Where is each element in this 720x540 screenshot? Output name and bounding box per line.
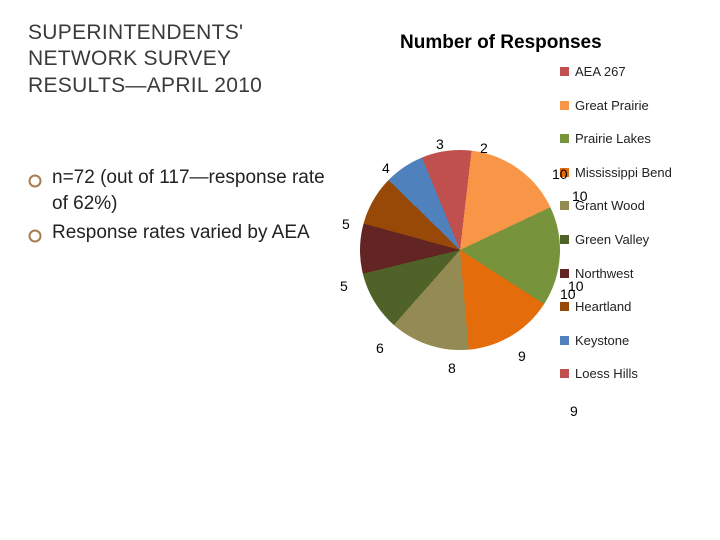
pie-body <box>360 150 560 350</box>
slide: SUPERINTENDENTS' NETWORK SURVEY RESULTS—… <box>0 0 720 540</box>
pie-slice-label: 10 <box>572 188 588 204</box>
legend-item: Prairie Lakes <box>560 131 710 147</box>
bullet-text: n=72 (out of 117—response rate of 62%) <box>52 165 328 216</box>
pie-slice-label: 2 <box>480 140 488 156</box>
floating-number: 10 <box>560 286 576 302</box>
bullet-marker-icon <box>28 225 42 251</box>
legend-item: Keystone <box>560 333 710 349</box>
legend-swatch <box>560 101 569 110</box>
pie-slice-label: 8 <box>448 360 456 376</box>
legend-swatch <box>560 67 569 76</box>
legend-label: Prairie Lakes <box>575 131 651 147</box>
floating-number: 9 <box>570 403 578 419</box>
legend-item: Mississippi Bend <box>560 165 710 181</box>
legend-label: Green Valley <box>575 232 649 248</box>
legend-label: Loess Hills <box>575 366 638 382</box>
legend-label: Heartland <box>575 299 631 315</box>
legend-label: Keystone <box>575 333 629 349</box>
pie-slice-label: 5 <box>340 278 348 294</box>
pie-chart: 210109865543 <box>340 130 580 370</box>
pie-slice-label: 5 <box>342 216 350 232</box>
legend-item: Green Valley <box>560 232 710 248</box>
bullet-text: Response rates varied by AEA <box>52 220 310 246</box>
bullet-marker-icon <box>28 170 42 196</box>
legend-label: Great Prairie <box>575 98 649 114</box>
bullet-item: Response rates varied by AEA <box>28 220 328 251</box>
pie-slice-label: 4 <box>382 160 390 176</box>
legend-item: Heartland <box>560 299 710 315</box>
floating-number: 10 <box>552 166 568 182</box>
pie-slice-label: 9 <box>518 348 526 364</box>
legend-item: Loess Hills <box>560 366 710 382</box>
pie-slice-label: 6 <box>376 340 384 356</box>
legend: AEA 267 Great Prairie Prairie Lakes Mississ… <box>560 64 710 400</box>
bullet-item: n=72 (out of 117—response rate of 62%) <box>28 165 328 216</box>
legend-item: AEA 267 <box>560 64 710 80</box>
legend-label: Mississippi Bend <box>575 165 672 181</box>
bullet-list: n=72 (out of 117—response rate of 62%) Re… <box>28 165 328 255</box>
legend-swatch <box>560 369 569 378</box>
page-title: SUPERINTENDENTS' NETWORK SURVEY RESULTS—… <box>28 20 328 99</box>
chart-title: Number of Responses <box>400 32 602 54</box>
legend-label: AEA 267 <box>575 64 626 80</box>
pie-slice-label: 3 <box>436 136 444 152</box>
legend-item: Great Prairie <box>560 98 710 114</box>
